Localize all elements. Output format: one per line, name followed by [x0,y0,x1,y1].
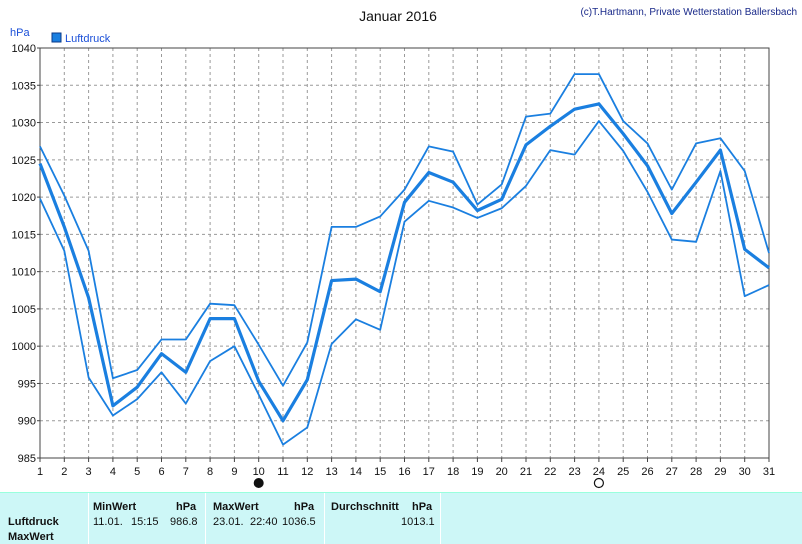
full-moon-marker [593,477,605,489]
series-line-avg [38,102,770,423]
max-value: 1036.5 [282,516,316,528]
min-header: MinWert [93,501,137,513]
x-tick-label: 21 [520,466,532,478]
x-tick-label: 22 [544,466,556,478]
y-tick-label: 995 [18,378,36,390]
x-tick-label: 30 [739,466,751,478]
x-tick-label: 16 [398,466,410,478]
x-tick-label: 12 [301,466,313,478]
x-tick-label: 23 [568,466,580,478]
x-tick-label: 31 [763,466,775,478]
plot-area: 9859909951000100510101015102010251030103… [12,43,775,489]
x-tick-label: 19 [471,466,483,478]
min-unit: hPa [176,501,197,513]
stats-row-label: Luftdruck [8,516,59,528]
x-tick-label: 27 [666,466,678,478]
series-line-min [39,120,770,446]
x-tick-label: 13 [325,466,337,478]
x-tick-label: 11 [277,466,288,478]
x-tick-label: 1 [37,466,43,478]
avg-header: Durchschnitt [331,501,399,513]
x-tick-label: 3 [86,466,92,478]
x-tick-label: 7 [183,466,189,478]
x-tick-label: 4 [110,466,116,478]
x-tick-label: 28 [690,466,702,478]
x-tick-label: 26 [641,466,653,478]
y-tick-label: 990 [18,416,36,428]
new-moon-marker [253,478,264,488]
avg-unit: hPa [412,501,433,513]
copyright-text: (c)T.Hartmann, Private Wetterstation Bal… [580,7,797,18]
legend-swatch [51,32,62,43]
x-tick-label: 15 [374,466,386,478]
x-tick-label: 18 [447,466,459,478]
chart-title: Januar 2016 [359,8,437,24]
x-tick-label: 24 [593,466,605,478]
stats-row-label-2: MaxWert [8,531,54,543]
x-tick-label: 14 [350,466,362,478]
y-tick-label: 1005 [12,304,36,316]
x-tick-label: 9 [231,466,237,478]
y-tick-label: 1030 [12,118,36,130]
x-tick-label: 2 [61,466,67,478]
legend-label: Luftdruck [65,33,111,45]
y-tick-label: 985 [18,453,36,465]
max-time: 22:40 [250,516,278,528]
max-unit: hPa [294,501,315,513]
min-time: 15:15 [131,516,159,528]
y-tick-label: 1025 [12,155,36,167]
x-tick-label: 6 [158,466,164,478]
x-tick-label: 25 [617,466,629,478]
x-tick-label: 29 [714,466,726,478]
pressure-chart: Januar 2016 (c)T.Hartmann, Private Wette… [10,7,797,489]
x-tick-label: 8 [207,466,213,478]
y-tick-label: 1020 [12,192,36,204]
y-axis-unit: hPa [10,27,30,39]
x-tick-label: 20 [496,466,508,478]
y-tick-label: 1010 [12,267,36,279]
y-tick-label: 1015 [12,229,36,241]
x-tick-label: 5 [134,466,140,478]
y-tick-label: 1000 [12,341,36,353]
min-value: 986.8 [170,516,198,528]
series-line-max [39,73,770,387]
y-tick-label: 1035 [12,80,36,92]
x-tick-label: 17 [423,466,435,478]
max-date: 23.01. [213,516,244,528]
stats-panel: Luftdruck MaxWert MinWert hPa 11.01. 15:… [0,492,802,544]
x-tick-label: 10 [253,466,265,478]
y-tick-label: 1040 [12,43,36,55]
min-date: 11.01. [93,516,123,528]
avg-value: 1013.1 [401,516,435,528]
max-header: MaxWert [213,501,259,513]
